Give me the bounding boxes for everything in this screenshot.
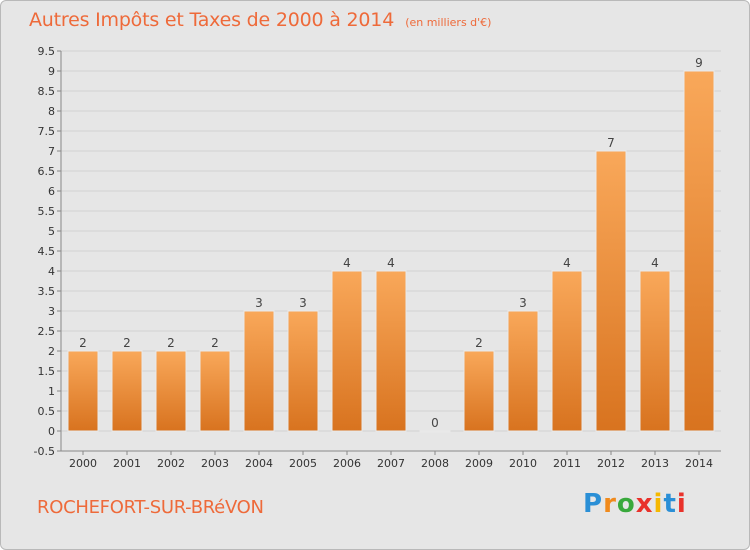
bar [683, 70, 715, 432]
x-tick-label: 2002 [157, 457, 185, 470]
y-tick-label: 2.5 [38, 325, 56, 338]
value-label: 2 [123, 336, 131, 350]
x-tick-label: 2006 [333, 457, 361, 470]
value-label: 7 [607, 136, 615, 150]
value-label: 2 [475, 336, 483, 350]
x-tick-label: 2004 [245, 457, 273, 470]
bar [463, 350, 495, 432]
y-tick-label: 4.5 [38, 245, 56, 258]
commune-name: ROCHEFORT-SUR-BRéVON [37, 497, 264, 518]
y-tick-label: 5.5 [38, 205, 56, 218]
y-tick-label: 8 [48, 105, 55, 118]
y-tick-label: 1 [48, 385, 55, 398]
x-tick-label: 2011 [553, 457, 581, 470]
y-tick-label: 8.5 [38, 85, 56, 98]
x-tick-label: 2014 [685, 457, 713, 470]
value-label: 2 [211, 336, 219, 350]
y-tick-label: 2 [48, 345, 55, 358]
x-tick-label: 2003 [201, 457, 229, 470]
chart-title-unit: (en milliers d'€) [405, 16, 492, 29]
bar [67, 350, 99, 432]
value-label: 3 [255, 296, 263, 310]
x-tick-label: 2007 [377, 457, 405, 470]
brand-logo: Proxiti [583, 489, 687, 519]
y-tick-label: 5 [48, 225, 55, 238]
x-tick-label: 2000 [69, 457, 97, 470]
bar [595, 150, 627, 432]
x-tick-label: 2008 [421, 457, 449, 470]
x-tick-label: 2012 [597, 457, 625, 470]
brand-letter: i [653, 489, 664, 519]
value-label: 4 [387, 256, 395, 270]
bar [243, 310, 275, 432]
y-tick-label: 9 [48, 65, 55, 78]
y-tick-label: -0.5 [34, 445, 55, 458]
x-tick-label: 2013 [641, 457, 669, 470]
brand-letter: i [676, 489, 687, 519]
value-label: 2 [167, 336, 175, 350]
value-label: 4 [563, 256, 571, 270]
bar [199, 350, 231, 432]
bar [507, 310, 539, 432]
value-label: 4 [343, 256, 351, 270]
x-tick-label: 2001 [113, 457, 141, 470]
chart-title-main: Autres Impôts et Taxes de 2000 à 2014 [29, 9, 395, 31]
value-label: 9 [695, 56, 703, 70]
brand-letter: t [663, 489, 677, 519]
bar [155, 350, 187, 432]
chart-title: Autres Impôts et Taxes de 2000 à 2014 (e… [29, 9, 491, 31]
y-tick-label: 3 [48, 305, 55, 318]
y-tick-label: 0 [48, 425, 55, 438]
x-tick-label: 2005 [289, 457, 317, 470]
x-tick-label: 2010 [509, 457, 537, 470]
value-label: 4 [651, 256, 659, 270]
brand-letter: x [635, 489, 654, 519]
brand-letter: o [616, 489, 636, 519]
bar [639, 270, 671, 432]
bar [375, 270, 407, 432]
y-tick-label: 6 [48, 185, 55, 198]
x-tick-label: 2009 [465, 457, 493, 470]
value-label: 3 [299, 296, 307, 310]
y-tick-label: 0.5 [38, 405, 56, 418]
value-label: 2 [79, 336, 87, 350]
value-label: 0 [431, 416, 439, 430]
y-tick-label: 1.5 [38, 365, 56, 378]
value-label: 3 [519, 296, 527, 310]
brand-letter: P [583, 489, 604, 519]
y-tick-label: 6.5 [38, 165, 56, 178]
y-tick-label: 7 [48, 145, 55, 158]
y-tick-label: 9.5 [38, 45, 56, 58]
bar [419, 430, 451, 433]
bar [331, 270, 363, 432]
brand-letter: r [603, 489, 617, 519]
y-tick-label: 3.5 [38, 285, 56, 298]
y-tick-label: 4 [48, 265, 55, 278]
bar [287, 310, 319, 432]
bar [551, 270, 583, 432]
bar [111, 350, 143, 432]
y-tick-label: 7.5 [38, 125, 56, 138]
